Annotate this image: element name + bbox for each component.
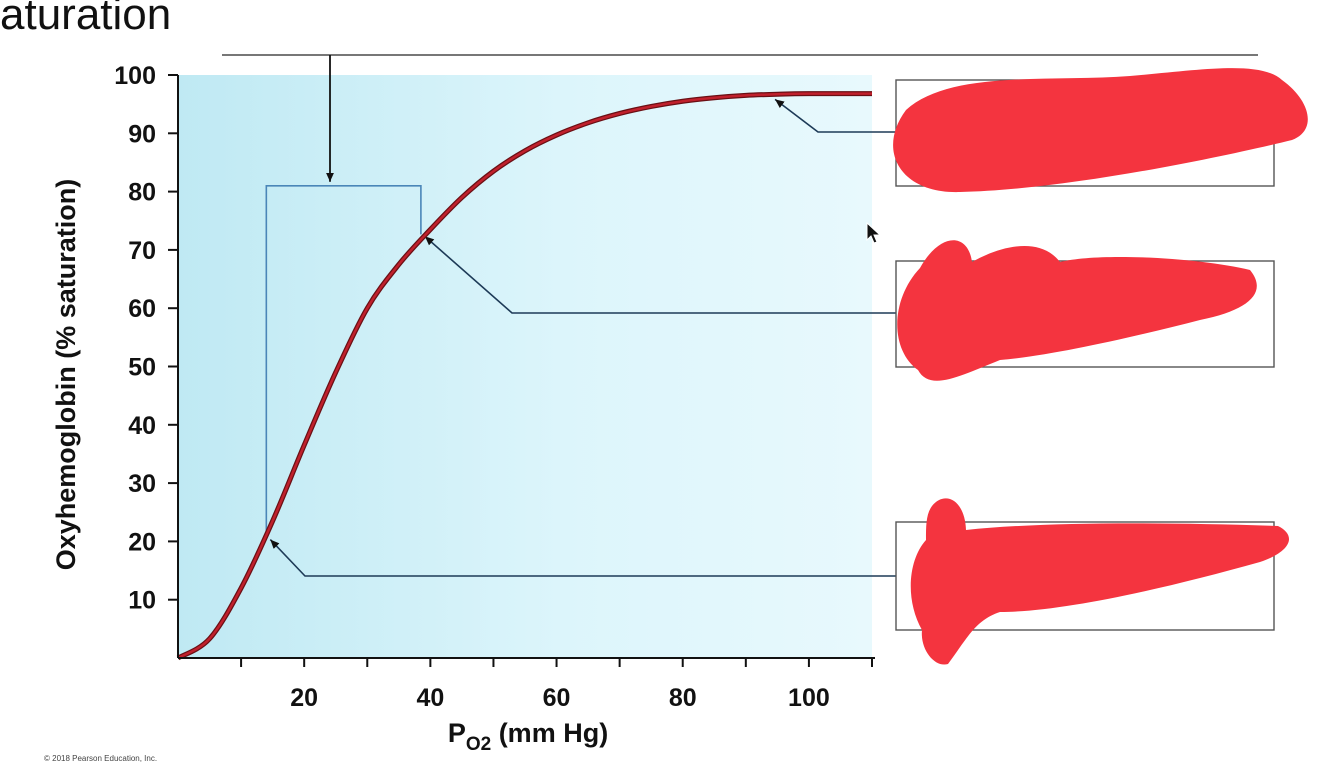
y-tick-label: 20	[128, 528, 156, 556]
redaction-scribble-low	[910, 498, 1290, 665]
y-tick-label: 100	[114, 62, 156, 90]
x-tick-label: 20	[290, 684, 318, 712]
y-tick-label: 40	[128, 412, 156, 440]
y-tick-label: 70	[128, 237, 156, 265]
y-tick-label: 10	[128, 587, 156, 615]
leader-arrow-high	[774, 98, 896, 133]
annotation-label-boxes	[893, 68, 1308, 665]
redaction-scribble-high	[893, 68, 1308, 193]
x-axis-title: PO2 (mm Hg)	[448, 718, 608, 755]
leader-arrow-low	[269, 539, 896, 577]
plot-background	[178, 75, 872, 658]
y-tick-label: 90	[128, 120, 156, 148]
saturation-curve	[176, 91, 873, 661]
copyright-notice: © 2018 Pearson Education, Inc.	[44, 754, 158, 763]
x-tick-label: 80	[669, 684, 697, 712]
mouse-pointer-icon	[866, 222, 882, 244]
x-tick-label: 100	[788, 684, 830, 712]
y-tick-label: 80	[128, 179, 156, 207]
annotation-guides	[265, 55, 896, 577]
range-bracket	[265, 184, 422, 532]
y-tick-label: 50	[128, 354, 156, 382]
x-tick-label: 40	[416, 684, 444, 712]
x-tick-label: 60	[543, 684, 571, 712]
redaction-scribble-mid	[897, 240, 1257, 381]
axes: 10 20 30 40 50 60 70 80 90 100 20 40 60 80 100 Oxyhemog…	[51, 62, 875, 755]
y-tick-label: 60	[128, 295, 156, 323]
curve-line	[177, 92, 873, 660]
y-tick-label: 30	[128, 470, 156, 498]
slide-title: aturation	[0, 0, 172, 39]
y-axis-title: Oxyhemoglobin (% saturation)	[51, 179, 81, 571]
leader-arrow-mid	[424, 235, 896, 314]
